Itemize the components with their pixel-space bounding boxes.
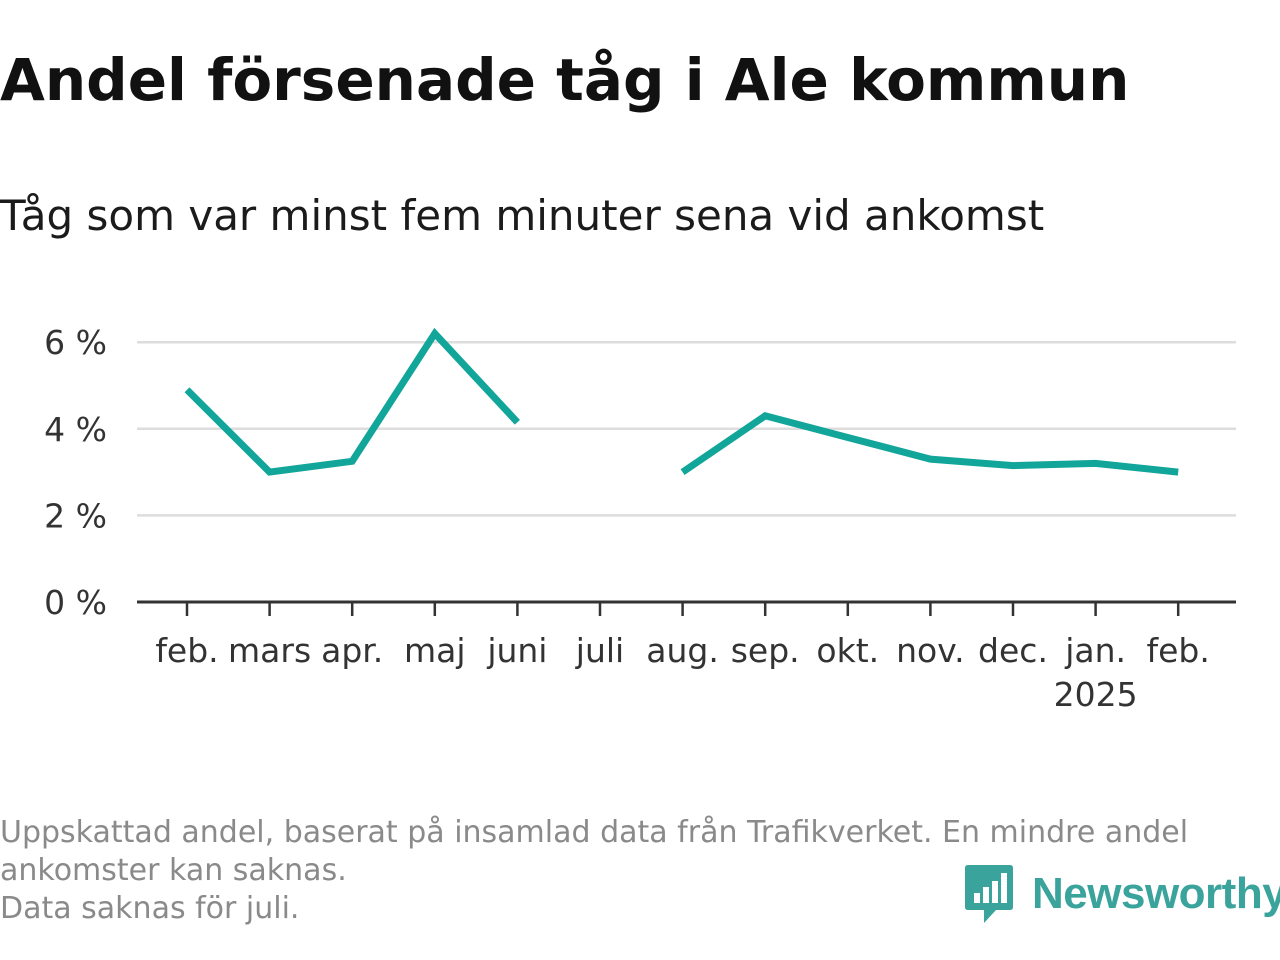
footnote-line: Data saknas för juli.	[0, 891, 300, 926]
x-tick-label: sep.	[731, 631, 800, 670]
x-tick-label: feb.	[1147, 631, 1210, 670]
x-tick-label: okt.	[816, 631, 879, 670]
x-tick-label: juli	[575, 631, 624, 670]
footnote-line: ankomster kan saknas.	[0, 853, 347, 888]
x-tick-label: jan.	[1064, 631, 1126, 670]
series-line	[184, 327, 520, 476]
y-axis-ticks: 0 % 2 % 4 % 6 %	[44, 323, 107, 622]
x-tick-label: aug.	[646, 631, 719, 670]
x-tick-label: maj	[404, 631, 466, 670]
x-axis-labels: feb. mars apr. maj juni juli aug. sep. okt. nov. d…	[155, 631, 1210, 714]
x-tick-label: apr.	[321, 631, 383, 670]
x-axis	[137, 600, 1236, 616]
x-tick-label: feb.	[155, 631, 218, 670]
y-tick-label: 2 %	[44, 496, 107, 535]
x-tick-label: nov.	[896, 631, 965, 670]
series-line	[680, 412, 1179, 476]
y-tick-label: 0 %	[44, 583, 107, 622]
line-chart: 0 % 2 % 4 % 6 % feb. mars apr. maj juni juli aug.…	[44, 323, 1236, 714]
footnote: Uppskattad andel, baserat på insamlad da…	[0, 814, 1270, 928]
x-year-label: 2025	[1054, 675, 1138, 714]
chart-title: Andel försenade tåg i Ale kommun	[0, 46, 1130, 114]
series-layer	[184, 327, 1179, 476]
brand-name: Newsworthy	[1032, 869, 1280, 918]
brand-logo: Newsworthy	[964, 864, 1280, 924]
x-tick-label: dec.	[978, 631, 1048, 670]
x-tick-label: juni	[486, 631, 547, 670]
footnote-line: Uppskattad andel, baserat på insamlad da…	[0, 815, 1189, 850]
chart-subtitle: Tåg som var minst fem minuter sena vid a…	[0, 191, 1045, 240]
y-tick-label: 6 %	[44, 323, 107, 362]
newsworthy-logo-icon	[965, 865, 1013, 923]
y-tick-label: 4 %	[44, 410, 107, 449]
gridlines	[137, 340, 1236, 517]
x-tick-label: mars	[228, 631, 311, 670]
